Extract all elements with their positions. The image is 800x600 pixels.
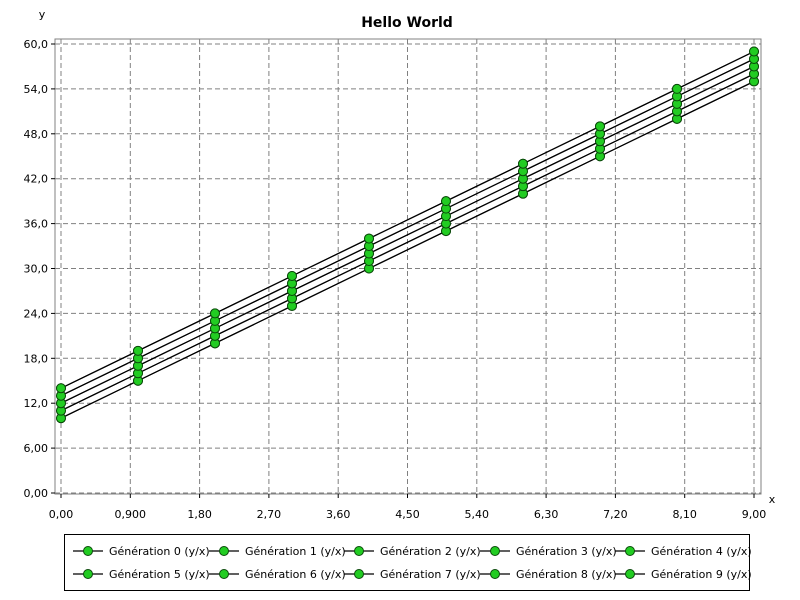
legend-row: Génération 0 (y/x) Génération 1 (y/x) Géné… (65, 541, 752, 561)
legend-label: Génération 0 (y/x) (109, 544, 210, 558)
y-tick-label: 18,0 (24, 352, 49, 365)
legend-item: Génération 6 (y/x) (209, 564, 346, 584)
x-tick-label: 2,70 (257, 508, 282, 521)
data-point (287, 270, 297, 281)
legend-item: Génération 0 (y/x) (73, 541, 210, 561)
data-point (441, 196, 451, 207)
legend-item: Génération 3 (y/x) (480, 541, 617, 561)
legend-row: Génération 5 (y/x) Génération 6 (y/x) Géné… (65, 564, 752, 584)
y-tick-label: 36,0 (24, 218, 49, 231)
legend-marker-icon (73, 569, 103, 579)
legend-marker-icon (480, 569, 510, 579)
x-tick-label: 4,50 (395, 508, 420, 521)
grid (55, 39, 761, 494)
legend-label: Génération 8 (y/x) (516, 567, 617, 581)
data-point (672, 83, 682, 94)
legend-marker-icon (344, 546, 374, 556)
data-point (56, 383, 66, 394)
legend-label: Génération 7 (y/x) (380, 567, 481, 581)
x-tick-label: 6,30 (534, 508, 559, 521)
y-tick-label: 24,0 (24, 307, 49, 320)
series-line (60, 73, 755, 412)
y-tick-label: 42,0 (24, 173, 49, 186)
series-group (56, 46, 759, 424)
x-tick-label: 5,40 (465, 508, 490, 521)
legend-marker-icon (344, 569, 374, 579)
legend-item: Génération 8 (y/x) (480, 564, 617, 584)
x-tick-label: 1,80 (187, 508, 212, 521)
y-tick-label: 6,00 (24, 442, 49, 455)
series-line (60, 58, 755, 397)
legend-label: Génération 9 (y/x) (651, 567, 752, 581)
series-9 (56, 46, 759, 394)
series-line (60, 80, 755, 419)
x-tick-label: 7,20 (603, 508, 628, 521)
chart-title: Hello World (361, 15, 453, 31)
y-axis-label: y (39, 8, 46, 21)
data-point (518, 158, 528, 169)
x-tick-label: 0,00 (49, 508, 74, 521)
series-line (60, 65, 755, 404)
series-line (60, 50, 755, 389)
x-tick-label: 3,60 (326, 508, 351, 521)
legend-label: Génération 4 (y/x) (651, 544, 752, 558)
legend-label: Génération 6 (y/x) (245, 567, 346, 581)
data-point (133, 345, 143, 356)
legend-item: Génération 4 (y/x) (615, 541, 752, 561)
y-tick-label: 0,00 (24, 487, 49, 500)
legend-marker-icon (209, 546, 239, 556)
legend-marker-icon (615, 569, 645, 579)
legend-item: Génération 7 (y/x) (344, 564, 481, 584)
series-7 (56, 61, 759, 409)
x-tick-label: 8,10 (672, 508, 697, 521)
legend-item: Génération 5 (y/x) (73, 564, 210, 584)
axes: 0,00 0,900 1,80 2,70 3,60 4,50 5,40 6,30 7,20 8,1… (24, 38, 767, 521)
legend-marker-icon (73, 546, 103, 556)
y-tick-label: 54,0 (24, 83, 49, 96)
x-tick-label: 9,00 (742, 508, 767, 521)
series-8 (56, 53, 759, 401)
legend: Génération 0 (y/x) Génération 1 (y/x) Géné… (64, 534, 752, 591)
y-tick-label: 12,0 (24, 397, 49, 410)
legend-item: Génération 9 (y/x) (615, 564, 752, 584)
legend-marker-icon (480, 546, 510, 556)
x-axis-label: x (769, 493, 776, 506)
legend-label: Génération 5 (y/x) (109, 567, 210, 581)
legend-item: Génération 2 (y/x) (344, 541, 481, 561)
legend-item: Génération 1 (y/x) (209, 541, 346, 561)
data-point (210, 308, 220, 319)
x-tick-label: 0,900 (115, 508, 147, 521)
legend-marker-icon (209, 569, 239, 579)
y-tick-label: 30,0 (24, 263, 49, 276)
legend-label: Génération 2 (y/x) (380, 544, 481, 558)
y-tick-label: 60,0 (24, 38, 49, 51)
legend-marker-icon (615, 546, 645, 556)
legend-label: Génération 3 (y/x) (516, 544, 617, 558)
y-tick-label: 48,0 (24, 128, 49, 141)
data-point (595, 121, 605, 132)
data-point (749, 46, 759, 57)
legend-label: Génération 1 (y/x) (245, 544, 346, 558)
data-point (364, 233, 374, 244)
